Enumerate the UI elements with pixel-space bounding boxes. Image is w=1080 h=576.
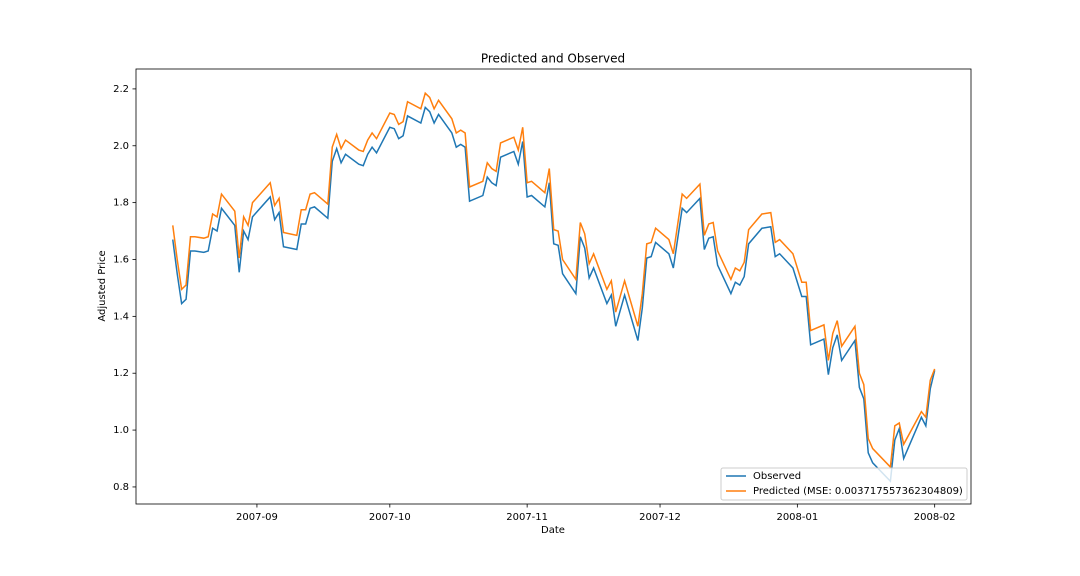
x-tick-label: 2007-11 [506,512,548,523]
x-tick-label: 2007-09 [236,512,278,523]
x-tick-label: 2007-10 [369,512,411,523]
y-tick-label: 1.0 [113,425,129,436]
legend: Observed Predicted (MSE: 0.00371755736230… [720,467,968,501]
y-tick-label: 2.2 [113,84,129,95]
y-tick-label: 0.8 [113,482,129,493]
y-tick-label: 1.4 [113,311,129,322]
y-tick-label: 1.8 [113,198,129,209]
y-tick-label: 1.2 [113,368,129,379]
y-axis-label: Adjusted Price [97,250,108,321]
legend-label: Predicted (MSE: 0.003717557362304809) [753,486,963,497]
x-tick-label: 2007-12 [639,512,681,523]
series-line [172,105,936,483]
series-line [172,91,936,469]
chart-title: Predicted and Observed [481,52,625,66]
legend-box [720,467,968,501]
y-tick-label: 1.6 [113,254,129,265]
x-axis-label: Date [541,525,565,536]
x-tick-label: 2008-01 [776,512,818,523]
y-tick-label: 2.0 [113,141,129,152]
legend-label: Observed [753,471,801,482]
plot-frame [135,68,972,505]
x-tick-label: 2008-02 [914,512,956,523]
